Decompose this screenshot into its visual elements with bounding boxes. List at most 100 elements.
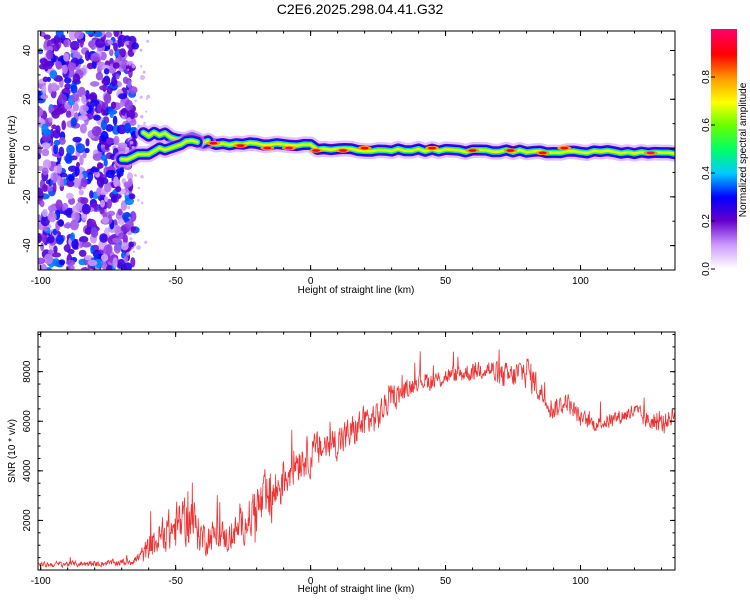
x-tick-label: 0 (308, 576, 314, 587)
spectrogram-noise-cell (145, 97, 148, 100)
spectrogram-noise-cell (113, 176, 119, 188)
spectrogram-noise-cell (65, 259, 76, 266)
figure-title: C2E6.2025.298.04.41.G32 (277, 1, 444, 17)
colorbar-segment (711, 213, 737, 216)
spectrogram-noise-cell (144, 240, 148, 244)
spectrogram-noise-cell (76, 161, 80, 168)
spectrogram-hotspot (285, 146, 293, 150)
colorbar-segment (711, 107, 737, 110)
colorbar-segment (711, 239, 737, 242)
spectrogram-y-label: Frequency (Hz) (7, 116, 18, 185)
spectrogram-noise-cell (70, 117, 78, 127)
spectrogram-noise-cell (47, 204, 57, 212)
spectrogram-hotspot (263, 146, 272, 150)
spectrogram-hotspot (428, 146, 437, 150)
spectrogram-noise-cell (41, 234, 47, 244)
spectrogram-noise-cell (55, 234, 64, 245)
spectrogram-noise-cell (129, 237, 133, 241)
colorbar-segment (711, 259, 737, 262)
colorbar-segment (711, 175, 737, 178)
spectrogram-noise-cell (65, 110, 72, 118)
spectrogram-noise-cell (48, 117, 53, 123)
colorbar-segment (711, 115, 737, 118)
colorbar-segment (711, 261, 737, 264)
spectrogram-noise-cell (38, 233, 42, 244)
spectrogram-panel: -100 -50 0 50 100 -40 -20 0 20 40 Height of stra… (7, 30, 676, 296)
spectrogram-noise-cell (86, 218, 97, 228)
x-tick-label: -100 (31, 276, 51, 287)
spectrogram-noise-cell (80, 267, 90, 270)
colorbar-segment (711, 57, 737, 60)
colorbar-segment (711, 227, 737, 230)
colorbar-segment (711, 55, 737, 58)
spectrogram-noise-cell (122, 234, 128, 244)
spectrogram-y-ticks: -40 -20 0 20 40 (22, 45, 675, 271)
spectrogram-noise-cell (74, 31, 84, 40)
spectrogram-noise-cell (41, 142, 51, 150)
spectrogram-noise-cell (41, 148, 50, 157)
spectrogram-noise-cell (90, 245, 95, 255)
spectrogram-noise-cell (52, 42, 60, 52)
spectrogram-noise-cell (126, 172, 133, 181)
colorbar-ticks: 0.0 0.2 0.4 0.6 0.8 (701, 70, 715, 276)
spectrogram-noise-cell (88, 40, 95, 48)
spectrogram-noise-cell (100, 199, 105, 208)
y-tick-label: -20 (22, 189, 33, 204)
colorbar-segment (711, 221, 737, 224)
spectrogram-noise-cell (123, 255, 128, 263)
snr-x-ticks: -100 -50 0 50 100 (31, 332, 663, 587)
spectrogram-noise-cell (90, 55, 100, 62)
colorbar-segment (711, 155, 737, 158)
colorbar-segment (711, 93, 737, 96)
colorbar-segment (711, 257, 737, 260)
spectrogram-noise-cell (70, 232, 75, 241)
colorbar-segment (711, 219, 737, 222)
spectrogram-noise-cell (78, 258, 87, 266)
colorbar-segment (711, 45, 737, 48)
colorbar-segment (711, 237, 737, 240)
colorbar-segment (711, 31, 737, 34)
x-tick-label: 50 (440, 576, 452, 587)
spectrogram-noise-cell (41, 123, 49, 135)
colorbar-segment (711, 159, 737, 162)
spectrogram-hotspot (360, 146, 369, 150)
colorbar-segment (711, 209, 737, 212)
spectrogram-noise-cell (136, 245, 141, 251)
colorbar-segment (711, 43, 737, 46)
spectrogram-noise-cell (51, 124, 57, 130)
colorbar-segment (711, 69, 737, 72)
spectrogram-noise-cell (134, 174, 137, 177)
colorbar-segment (711, 113, 737, 116)
spectrogram-noise-cell (68, 31, 77, 41)
spectrogram-noise-cell (129, 211, 137, 222)
spectrogram-noise-cell (82, 151, 87, 159)
spectrogram-noise-cell (95, 71, 103, 81)
colorbar-segment (711, 153, 737, 156)
spectrogram-noise-cell (128, 193, 136, 200)
spectrogram-noise-cell (146, 94, 150, 99)
spectrogram-noise-cell (72, 136, 82, 143)
spectrogram-hotspot (312, 149, 320, 152)
spectrogram-noise-cell (131, 64, 136, 69)
spectrogram-noise-cell (124, 122, 132, 134)
colorbar-segment (711, 33, 737, 36)
colorbar-segment (711, 251, 737, 254)
spectrogram-noise-cell (129, 140, 134, 145)
y-tick-label: -40 (22, 238, 33, 253)
colorbar-segment (711, 157, 737, 160)
spectrogram-noise-cell (81, 203, 91, 215)
spectrogram-noise-cell (78, 115, 88, 121)
spectrogram-noise-cell (101, 216, 110, 224)
y-tick-label: 8000 (22, 360, 33, 383)
spectrogram-noise-cell (101, 254, 109, 262)
spectrogram-noise-cell (116, 258, 126, 269)
spectrogram-noise-cell (128, 86, 138, 95)
spectrogram-noise-cell (113, 243, 121, 254)
colorbar-segment (711, 51, 737, 54)
spectrogram-plot-area (38, 31, 675, 270)
colorbar-segment (711, 77, 737, 80)
spectrogram-noise-cell (127, 117, 132, 122)
colorbar-segment (711, 95, 737, 98)
colorbar-segment (711, 137, 737, 140)
spectrogram-noise-cell (110, 101, 117, 110)
